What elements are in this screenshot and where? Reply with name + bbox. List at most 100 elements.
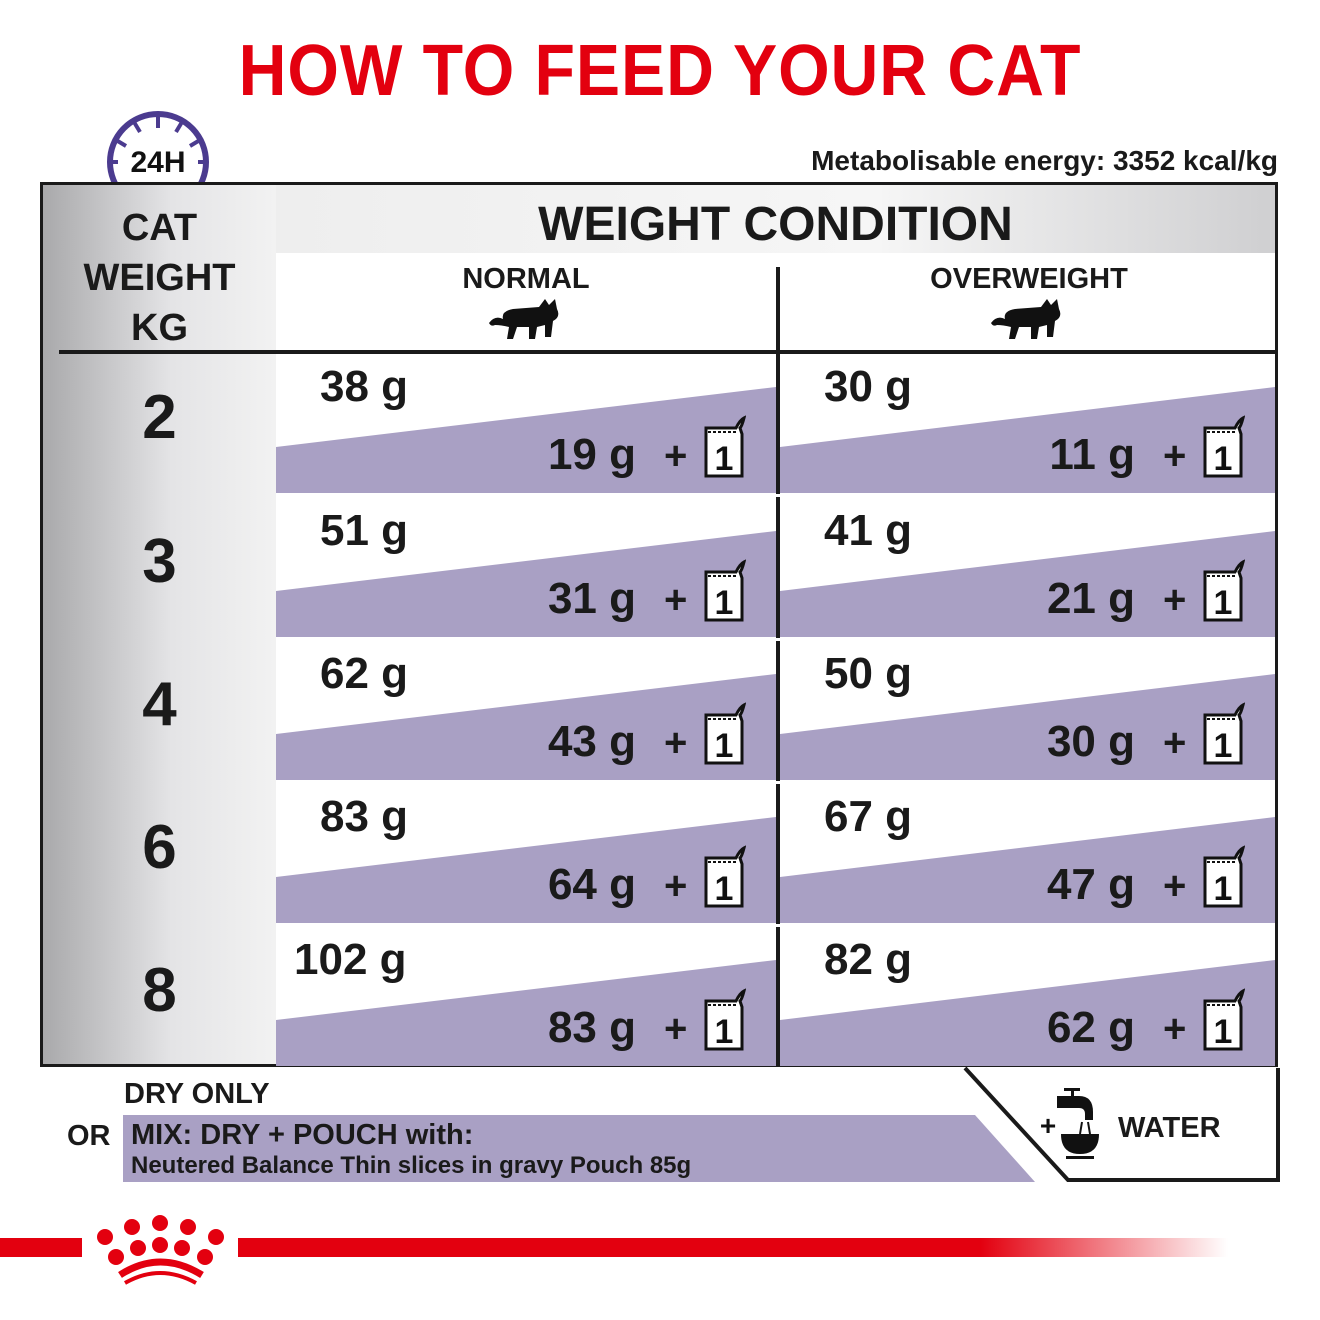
header-line: KG (131, 307, 188, 349)
column-header-normal: NORMAL (462, 263, 590, 295)
pouch-count: 1 (1214, 1013, 1233, 1051)
pouch-count: 1 (715, 727, 734, 765)
plus-sign: + (664, 578, 688, 622)
cat-weight-value: 3 (142, 527, 177, 596)
brand-bar (0, 1215, 1228, 1285)
page-title: HOW TO FEED YOUR CAT (238, 31, 1082, 111)
pouch-count: 1 (715, 440, 734, 478)
mix-band-overweight (780, 674, 1275, 780)
or-label: OR (67, 1120, 111, 1152)
mix-dry-amount: 31 g (547, 574, 636, 623)
clock-label: 24H (130, 146, 185, 179)
mix-band-overweight (780, 531, 1275, 637)
dry-only-amount: 30 g (824, 362, 913, 411)
pouch-icon: 1 (1203, 988, 1245, 1051)
header-divider (59, 350, 1275, 354)
row-gap (276, 494, 1275, 497)
dry-only-amount: 50 g (824, 649, 913, 698)
mix-band-normal (276, 531, 776, 637)
feeding-table: CAT WEIGHT KG WEIGHT CONDITION NORMAL OV… (40, 182, 1278, 1067)
dry-only-amount: 83 g (320, 792, 409, 841)
header-band (276, 185, 1275, 253)
cat-weight-value: 8 (142, 956, 177, 1025)
pouch-count: 1 (715, 870, 734, 908)
mix-dry-amount: 21 g (1046, 574, 1135, 623)
metabolisable-energy: Metabolisable energy: 3352 kcal/kg (811, 145, 1278, 176)
weight-condition-header: WEIGHT CONDITION (538, 198, 1013, 251)
plus-sign: + (664, 864, 688, 908)
brand-line-left (0, 1238, 82, 1257)
cat-weight-value: 6 (142, 813, 177, 882)
mix-band-normal (276, 960, 776, 1066)
plus-sign: + (1163, 434, 1187, 478)
water-plus: + (1040, 1110, 1056, 1141)
water-tap-icon (1057, 1088, 1099, 1159)
dry-only-amount: 51 g (320, 506, 409, 555)
pouch-count: 1 (715, 584, 734, 622)
cat-weight-value: 4 (142, 670, 177, 739)
pouch-count: 1 (1214, 584, 1233, 622)
pouch-icon: 1 (1203, 415, 1245, 478)
mix-label: MIX: DRY + POUCH with: (131, 1119, 474, 1151)
mix-band-normal (276, 387, 776, 493)
mix-dry-amount: 11 g (1049, 430, 1135, 479)
royal-canin-crown-logo (97, 1215, 224, 1285)
cat-icon (489, 299, 559, 339)
plus-sign: + (1163, 578, 1187, 622)
mix-band-overweight (780, 387, 1275, 493)
dry-only-amount: 82 g (824, 935, 913, 984)
water-label: WATER (1118, 1112, 1221, 1144)
pouch-count: 1 (1214, 727, 1233, 765)
mix-dry-amount: 30 g (1046, 717, 1135, 766)
pouch-icon: 1 (1203, 702, 1245, 765)
clock-icon: 24H (107, 111, 209, 190)
dry-only-amount: 102 g (294, 935, 407, 984)
mix-dry-amount: 43 g (547, 717, 636, 766)
weight-column-bg (43, 185, 276, 1064)
mix-dry-amount: 83 g (547, 1003, 636, 1052)
row-gap (276, 781, 1275, 784)
brand-line-right (238, 1238, 1228, 1257)
mix-band (123, 1115, 1035, 1182)
row-gap (276, 638, 1275, 641)
pouch-icon: 1 (704, 845, 746, 908)
legend-shapes: + (123, 1066, 1280, 1182)
pouch-count: 1 (1214, 870, 1233, 908)
column-divider (776, 267, 780, 1064)
plus-sign: + (1163, 721, 1187, 765)
dry-only-amount: 67 g (824, 792, 913, 841)
header-line: CAT (121, 207, 198, 249)
mix-dry-amount: 19 g (547, 430, 636, 479)
cat-icon (991, 299, 1061, 339)
plus-sign: + (1163, 1007, 1187, 1051)
pouch-count: 1 (1214, 440, 1233, 478)
header-line: WEIGHT (83, 257, 236, 299)
row-gap (276, 924, 1275, 927)
cat-weight-value: 2 (142, 383, 177, 452)
plus-sign: + (664, 1007, 688, 1051)
dry-only-amount: 38 g (320, 362, 409, 411)
column-header-overweight: OVERWEIGHT (930, 263, 1128, 295)
pouch-icon: 1 (1203, 559, 1245, 622)
mix-dry-amount: 47 g (1046, 860, 1135, 909)
dry-only-label: DRY ONLY (124, 1078, 270, 1110)
plus-sign: + (664, 434, 688, 478)
pouch-icon: 1 (704, 702, 746, 765)
pouch-icon: 1 (1203, 845, 1245, 908)
mix-band-normal (276, 674, 776, 780)
dry-only-amount: 41 g (824, 506, 913, 555)
pouch-icon: 1 (704, 559, 746, 622)
mix-dry-amount: 64 g (547, 860, 636, 909)
plus-sign: + (664, 721, 688, 765)
pouch-icon: 1 (704, 415, 746, 478)
mix-band-overweight (780, 960, 1275, 1066)
mix-band-overweight (780, 817, 1275, 923)
water-box (963, 1066, 1280, 1182)
cat-weight-header: CAT WEIGHT KG (43, 203, 276, 353)
pouch-icon: 1 (704, 988, 746, 1051)
mix-band-normal (276, 817, 776, 923)
dry-only-amount: 62 g (320, 649, 409, 698)
plus-sign: + (1163, 864, 1187, 908)
mix-dry-amount: 62 g (1046, 1003, 1135, 1052)
pouch-name: Neutered Balance Thin slices in gravy Po… (131, 1152, 692, 1179)
